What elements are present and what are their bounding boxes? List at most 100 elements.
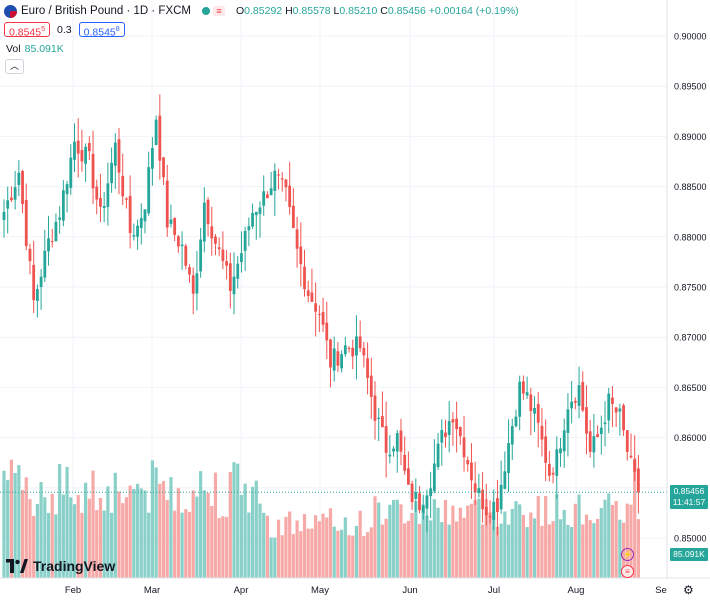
candle-body [351, 347, 355, 357]
candle-body [611, 397, 614, 404]
candle-body [377, 417, 381, 420]
candle-body [169, 219, 173, 224]
volume-bar [532, 518, 537, 578]
volume-bar [58, 463, 62, 578]
candle-body [180, 244, 184, 247]
volume-bar [551, 521, 555, 578]
volume-bar [596, 518, 600, 578]
volume-bar [614, 501, 618, 578]
candles [2, 94, 640, 536]
buy-button[interactable]: 0.85458 [78, 22, 125, 39]
volume-bar [106, 486, 110, 578]
volume-bar [633, 458, 637, 578]
volume-bar [610, 504, 615, 578]
candle-body [206, 199, 210, 225]
candle-body [158, 115, 162, 161]
candle-body [35, 288, 39, 301]
volume-bar [618, 519, 622, 578]
volume-bar [332, 526, 336, 578]
volume-bar [518, 504, 522, 578]
volume-bar [421, 507, 425, 578]
volume-bar [72, 504, 77, 578]
candle-body [473, 483, 477, 493]
gear-icon[interactable]: ⚙ [683, 583, 694, 597]
candle-body [637, 468, 640, 493]
volume-bar [429, 520, 433, 578]
candle-body [214, 236, 217, 244]
volume-bar [102, 510, 106, 578]
volume-bar [592, 523, 596, 578]
volume-legend[interactable]: Vol 85.091K [6, 43, 64, 55]
volume-bar [547, 524, 551, 578]
volume-bar [369, 527, 373, 578]
candle-body [577, 385, 581, 406]
time-tick-label: Se [655, 585, 667, 596]
candle-body [366, 358, 369, 378]
candle-body [596, 434, 599, 437]
volume-bars [2, 458, 641, 578]
volume-bar [161, 481, 166, 578]
volume-bar [276, 519, 281, 578]
candle-body [555, 449, 559, 476]
candle-body [113, 142, 117, 166]
lightning-icon[interactable]: ⚡ [621, 548, 634, 561]
volume-bar [273, 537, 277, 578]
candle-body [414, 492, 418, 499]
candle-body [80, 150, 84, 162]
candle-body [306, 290, 310, 296]
candle-body [355, 336, 358, 356]
volume-bar [588, 520, 592, 578]
candle-body [284, 179, 288, 188]
volume-bar [577, 494, 581, 578]
candle-body [91, 153, 95, 189]
candle-body [225, 261, 228, 266]
volume-bar [124, 497, 129, 578]
symbol-title[interactable]: Euro / British Pound · 1D · FXCM [21, 5, 191, 17]
candle-body [507, 443, 510, 474]
volume-bar [299, 531, 303, 578]
candle-body [418, 493, 421, 511]
volume-bar [6, 479, 10, 578]
volume-bar [150, 460, 154, 578]
price-axis[interactable]: 0.90000 0.89500 0.89000 0.88500 0.88000 0.875… [674, 32, 707, 544]
volume-bar [232, 462, 236, 578]
candle-body [43, 250, 47, 278]
volume-bar [206, 492, 210, 578]
candle-body [470, 462, 473, 481]
candle-body [347, 347, 351, 349]
volume-bar [395, 499, 399, 578]
collapse-legend-button[interactable]: ︿ [5, 59, 24, 74]
tradingview-logo-icon [6, 559, 28, 573]
volume-bar [225, 516, 229, 578]
volume-bar [50, 493, 54, 578]
volume-bar [417, 523, 422, 578]
volume-bar [17, 465, 21, 578]
volume-bar [540, 525, 544, 578]
volume-bar [139, 488, 143, 578]
candle-body [518, 381, 522, 417]
candle-body [358, 336, 362, 349]
candle-body [21, 171, 24, 205]
market-status[interactable]: ≡ [199, 5, 228, 18]
volume-bar [84, 482, 88, 578]
candle-body [421, 504, 425, 513]
volume-bar [477, 498, 481, 578]
candle-body [17, 172, 21, 185]
time-tick-label: Mar [144, 585, 160, 596]
candle-body [547, 464, 551, 476]
price-tick-label: 0.86500 [674, 383, 707, 393]
time-tick-label: Jun [402, 585, 417, 596]
candle-body [121, 175, 125, 197]
candle-body [95, 186, 99, 200]
volume-bar [284, 516, 288, 578]
candle-body [551, 472, 555, 475]
volume-bar [243, 483, 247, 578]
flag-icon[interactable]: ≡ [621, 565, 634, 578]
time-axis[interactable]: Feb Mar Apr May Jun Jul Aug Se [65, 585, 667, 596]
volume-bar [28, 499, 32, 578]
tradingview-logo[interactable]: TradingView [6, 558, 115, 574]
candle-body [195, 273, 199, 294]
candle-body [199, 239, 203, 272]
sell-button[interactable]: 0.85455 [4, 22, 51, 39]
